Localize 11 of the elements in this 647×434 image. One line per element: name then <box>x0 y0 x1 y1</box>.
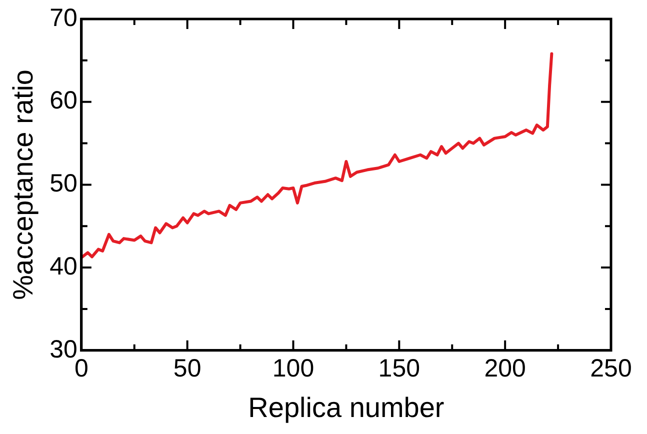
y-tick-label: 50 <box>50 170 78 198</box>
x-tick-label: 150 <box>378 354 420 382</box>
y-tick-label: 60 <box>50 86 78 115</box>
x-tick-label: 100 <box>272 354 314 382</box>
y-tick-label: 40 <box>50 252 78 280</box>
x-axis-title: Replica number <box>248 392 444 423</box>
y-axis-title: %acceptance ratio <box>8 70 39 300</box>
x-tick-label: 50 <box>173 354 202 382</box>
y-tick-label: 70 <box>50 4 78 32</box>
x-tick-label: 250 <box>590 354 632 382</box>
x-tick-label: 200 <box>484 354 526 382</box>
